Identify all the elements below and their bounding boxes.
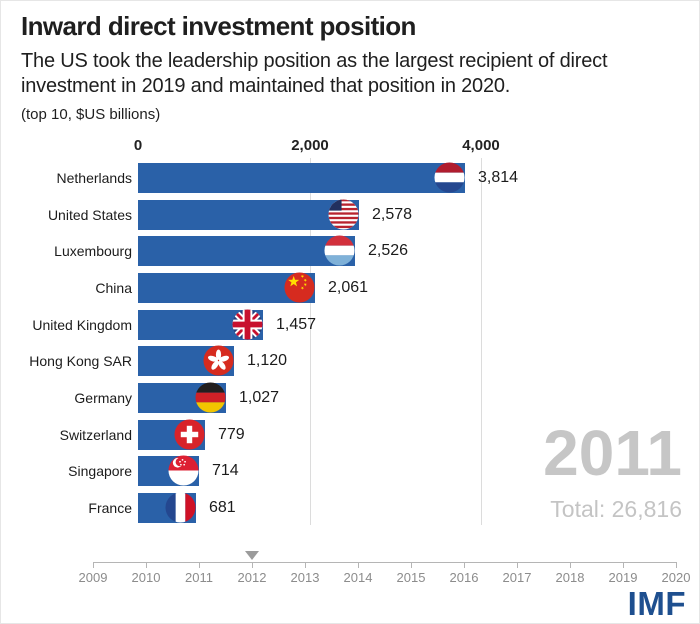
country-label: Hong Kong SAR xyxy=(29,353,132,369)
timeline-tick xyxy=(517,562,518,568)
country-label: China xyxy=(95,280,132,296)
value-label: 714 xyxy=(212,462,239,479)
value-label: 1,457 xyxy=(276,316,317,333)
timeline-year-label[interactable]: 2017 xyxy=(502,570,532,585)
timeline-year-label[interactable]: 2019 xyxy=(608,570,638,585)
value-label: 2,526 xyxy=(368,242,409,259)
bar-row: Luxembourg 2,526 xyxy=(1,235,699,266)
timeline-tick xyxy=(464,562,465,568)
hong-kong-flag-icon xyxy=(203,345,234,376)
bar-row: China 2,061 xyxy=(1,272,699,303)
value-label: 3,814 xyxy=(478,169,519,186)
timeline-tick xyxy=(252,562,253,568)
country-label: Netherlands xyxy=(56,170,133,186)
gridline xyxy=(310,158,311,525)
bar[interactable] xyxy=(138,345,234,376)
value-label: 2,061 xyxy=(328,279,369,296)
imf-logo: IMF xyxy=(627,585,686,622)
timeline-year-label[interactable]: 2012 xyxy=(237,570,267,585)
bar[interactable] xyxy=(138,235,355,266)
timeline-tick xyxy=(623,562,624,568)
timeline-year-label[interactable]: 2014 xyxy=(343,570,373,585)
value-label: 1,120 xyxy=(247,352,288,369)
timeline-year-label[interactable]: 2011 xyxy=(185,570,213,585)
timeline-tick xyxy=(305,562,306,568)
timeline-tick xyxy=(146,562,147,568)
x-axis-tick-label: 0 xyxy=(133,137,143,154)
bar[interactable] xyxy=(138,272,315,303)
bar-row: Hong Kong SAR 1,120 xyxy=(1,345,699,376)
luxembourg-flag-icon xyxy=(324,235,355,266)
timeline-tick xyxy=(411,562,412,568)
bar[interactable] xyxy=(138,162,465,193)
country-label: United Kingdom xyxy=(32,317,132,333)
france-flag-icon xyxy=(165,492,196,523)
value-label: 1,027 xyxy=(239,389,280,406)
country-label: Luxembourg xyxy=(54,243,132,259)
bar[interactable] xyxy=(138,199,359,230)
timeline-tick xyxy=(358,562,359,568)
timeline-axis-line xyxy=(93,562,676,563)
gridline xyxy=(481,158,482,525)
bar[interactable] xyxy=(138,309,263,340)
x-axis-tick-label: 2,000 xyxy=(291,137,329,154)
country-label: Singapore xyxy=(68,463,132,479)
chart-subtitle: The US took the leadership position as t… xyxy=(21,50,608,97)
timeline-year-label[interactable]: 2016 xyxy=(449,570,479,585)
total-label: Total: 26,816 xyxy=(550,496,682,522)
united-states-flag-icon xyxy=(328,199,359,230)
germany-flag-icon xyxy=(195,382,226,413)
bar-row: Singapore 714 xyxy=(1,455,699,486)
switzerland-flag-icon xyxy=(174,419,205,450)
bar[interactable] xyxy=(138,419,205,450)
country-label: Germany xyxy=(74,390,132,406)
bar-row: France 681 xyxy=(1,492,699,523)
timeline-tick xyxy=(570,562,571,568)
chart-caption: (top 10, $US billions) xyxy=(21,106,161,123)
timeline-year-label[interactable]: 2010 xyxy=(131,570,161,585)
bar-row: Switzerland 779 xyxy=(1,419,699,450)
bar[interactable] xyxy=(138,382,226,413)
bar-row: Germany 1,027 xyxy=(1,382,699,413)
united-kingdom-flag-icon xyxy=(232,309,263,340)
current-year-label: 2011 xyxy=(543,417,682,489)
bar-row: United Kingdom 1,457 xyxy=(1,309,699,340)
timeline-tick xyxy=(676,562,677,568)
page-title: Inward direct investment position xyxy=(21,11,416,41)
timeline-year-label[interactable]: 2015 xyxy=(396,570,426,585)
country-label: Switzerland xyxy=(59,427,132,443)
value-label: 681 xyxy=(209,499,236,516)
bar-row: United States 2,578 xyxy=(1,199,699,230)
bar[interactable] xyxy=(138,492,196,523)
x-axis-tick-label: 4,000 xyxy=(462,137,500,154)
value-label: 779 xyxy=(218,426,245,443)
timeline-year-label[interactable]: 2020 xyxy=(661,570,691,585)
bar-row: Netherlands 3,814 xyxy=(1,162,699,193)
bar[interactable] xyxy=(138,455,199,486)
timeline-marker-triangle-icon[interactable] xyxy=(245,551,259,560)
singapore-flag-icon xyxy=(168,455,199,486)
country-label: France xyxy=(88,500,132,516)
timeline-year-label[interactable]: 2013 xyxy=(290,570,320,585)
timeline-year-label[interactable]: 2009 xyxy=(78,570,108,585)
value-label: 2,578 xyxy=(372,206,413,223)
timeline-tick xyxy=(199,562,200,568)
timeline-tick xyxy=(93,562,94,568)
netherlands-flag-icon xyxy=(434,162,465,193)
china-flag-icon xyxy=(284,272,315,303)
country-label: United States xyxy=(47,207,132,223)
timeline-year-label[interactable]: 2018 xyxy=(555,570,585,585)
